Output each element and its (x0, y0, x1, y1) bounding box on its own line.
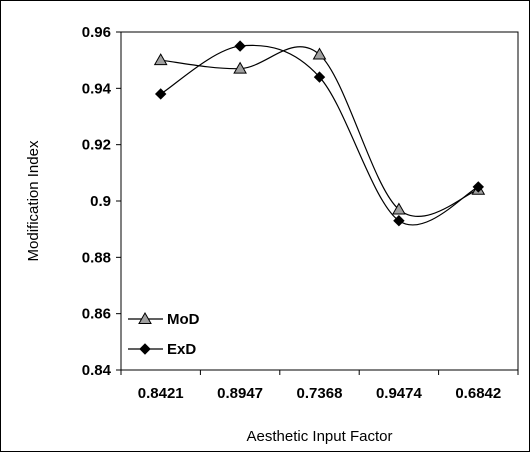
x-tick-label: 0.7368 (297, 385, 343, 402)
data-point-exd (393, 215, 405, 227)
legend-item-exd: ExD (128, 341, 196, 358)
y-tick-label: 0.94 (82, 80, 112, 97)
plot-area-border (120, 31, 519, 371)
data-point-exd (154, 88, 167, 100)
legend-label: MoD (167, 311, 200, 328)
data-point-mod (312, 47, 327, 60)
x-axis-title: Aesthetic Input Factor (247, 428, 393, 445)
y-tick-label: 0.96 (82, 24, 111, 41)
series-line-exd (160, 44, 479, 226)
data-point-mod (392, 202, 406, 215)
data-point-mod (233, 61, 247, 74)
y-tick-label: 0.92 (82, 137, 111, 154)
x-tick-label: 0.6842 (455, 385, 501, 402)
series-line-mod (160, 46, 479, 217)
legend-marker-mod (138, 311, 152, 324)
legend-item-mod: MoD (128, 311, 200, 328)
legend: MoD ExD (128, 311, 200, 358)
x-tick-label: 0.8947 (217, 385, 263, 402)
series-exd (154, 40, 485, 227)
x-tick-label: 0.8421 (138, 385, 184, 402)
data-point-exd (472, 181, 485, 193)
data-point-mod (153, 53, 168, 66)
plot-area (120, 31, 519, 371)
y-tick-label: 0.88 (82, 249, 111, 266)
x-tick-label: 0.9474 (376, 385, 423, 402)
y-tick-label: 0.86 (82, 306, 111, 323)
x-axis-ticks: 0.8421 0.8947 0.7368 0.9474 0.6842 (120, 370, 519, 402)
data-point-exd (313, 71, 326, 83)
series-layer (153, 40, 486, 227)
y-tick-label: 0.84 (82, 362, 112, 379)
data-point-exd (234, 40, 246, 52)
legend-label: ExD (167, 341, 196, 358)
y-axis-title: Modification Index (25, 140, 42, 261)
legend-marker-exd (139, 343, 151, 355)
y-axis-ticks: 0.84 0.86 0.88 0.9 0.92 0.94 0.96 (82, 24, 121, 379)
y-tick-label: 0.9 (90, 193, 111, 210)
